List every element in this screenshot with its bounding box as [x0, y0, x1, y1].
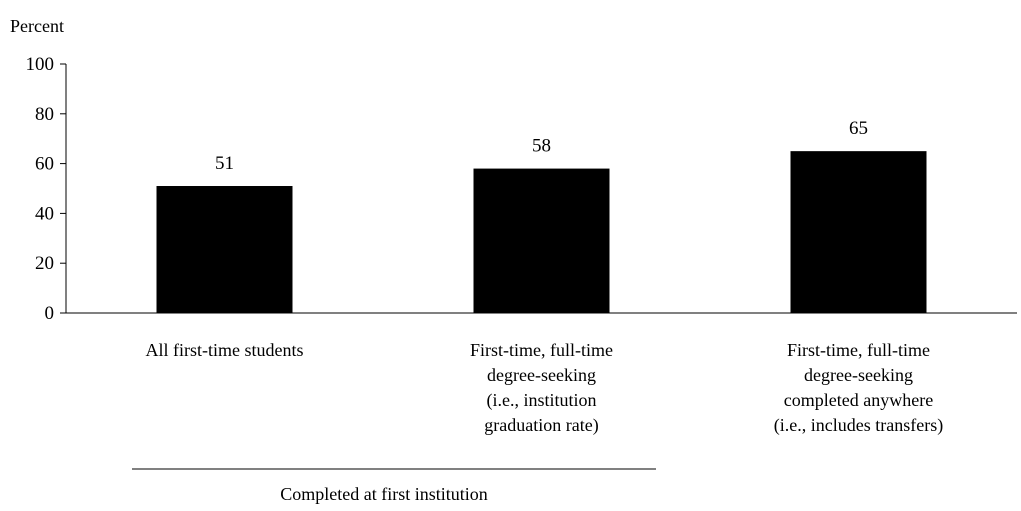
x-tick-label-line: All first-time students [146, 340, 304, 360]
bar [473, 168, 610, 313]
x-tick-label: First-time, full-time degree-seeking compl… [774, 340, 943, 436]
data-label: 51 [215, 153, 234, 174]
data-label: 58 [532, 136, 551, 157]
value-labels: 51 58 65 [215, 118, 868, 174]
x-tick-label-line: First-time, full-time [787, 340, 930, 360]
y-tick-label: 80 [35, 104, 54, 125]
x-tick-label-line: completed anywhere [784, 390, 933, 410]
category-labels: All first-time students First-time, full-… [146, 340, 944, 436]
x-tick-label: All first-time students [146, 340, 304, 360]
y-tick-label: 40 [35, 203, 54, 224]
x-tick-label-line: degree-seeking [487, 365, 596, 385]
y-axis-label: Percent [10, 16, 64, 36]
data-label: 65 [849, 118, 868, 139]
bar [790, 151, 927, 313]
x-tick-label-line: First-time, full-time [470, 340, 613, 360]
y-tick-label: 0 [45, 303, 55, 324]
y-tick-label: 20 [35, 253, 54, 274]
y-tick-label: 100 [26, 54, 55, 75]
group-label: Completed at first institution [280, 484, 487, 504]
y-tick-label: 60 [35, 154, 54, 175]
x-tick-label-line: degree-seeking [804, 365, 913, 385]
bar [156, 186, 293, 313]
y-ticks: 0 20 40 60 80 100 [26, 54, 66, 324]
x-tick-label: First-time, full-time degree-seeking (i.e.… [470, 340, 613, 436]
x-tick-label-line: (i.e., institution [487, 390, 597, 411]
x-tick-label-line: graduation rate) [484, 415, 598, 436]
x-tick-label-line: (i.e., includes transfers) [774, 415, 943, 436]
bars [156, 151, 927, 313]
